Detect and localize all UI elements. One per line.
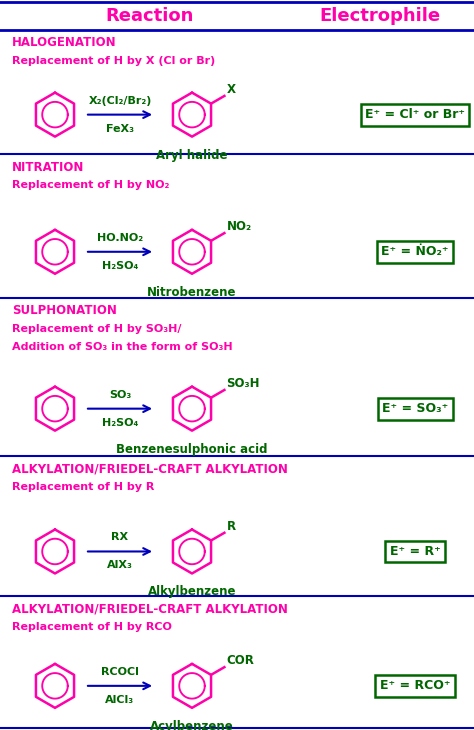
Text: SO₃H: SO₃H xyxy=(227,377,260,390)
Text: HALOGENATION: HALOGENATION xyxy=(12,36,117,50)
Text: Replacement of H by SO₃H/: Replacement of H by SO₃H/ xyxy=(12,323,182,334)
Text: R: R xyxy=(227,520,236,533)
Text: E⁺ = R⁺: E⁺ = R⁺ xyxy=(390,545,440,558)
Text: ALKYLATION/FRIEDEL-CRAFT ALKYLATION: ALKYLATION/FRIEDEL-CRAFT ALKYLATION xyxy=(12,463,288,476)
Text: Acylbenzene: Acylbenzene xyxy=(150,720,234,730)
Text: E⁺ = ṄO₂⁺: E⁺ = ṄO₂⁺ xyxy=(381,245,449,258)
Text: Reaction: Reaction xyxy=(106,7,194,25)
Text: NO₂: NO₂ xyxy=(227,220,252,233)
Text: X₂(Cl₂/Br₂): X₂(Cl₂/Br₂) xyxy=(88,96,152,106)
Text: RX: RX xyxy=(111,532,128,542)
Text: E⁺ = RCO⁺: E⁺ = RCO⁺ xyxy=(380,680,450,692)
Text: FeX₃: FeX₃ xyxy=(106,123,134,134)
Text: Alkylbenzene: Alkylbenzene xyxy=(148,585,236,599)
Text: Addition of SO₃ in the form of SO₃H: Addition of SO₃ in the form of SO₃H xyxy=(12,342,233,352)
Text: SULPHONATION: SULPHONATION xyxy=(12,304,117,317)
Text: COR: COR xyxy=(227,654,254,667)
Text: Replacement of H by X (Cl or Br): Replacement of H by X (Cl or Br) xyxy=(12,56,215,66)
Text: Nitrobenzene: Nitrobenzene xyxy=(147,285,237,299)
Text: E⁺ = SO₃⁺: E⁺ = SO₃⁺ xyxy=(382,402,448,415)
Text: SO₃: SO₃ xyxy=(109,390,131,399)
Text: X: X xyxy=(227,83,236,96)
Text: Electrophile: Electrophile xyxy=(319,7,440,25)
Text: Replacement of H by R: Replacement of H by R xyxy=(12,483,155,492)
Text: Benzenesulphonic acid: Benzenesulphonic acid xyxy=(116,442,268,456)
Text: AlX₃: AlX₃ xyxy=(107,561,133,570)
Text: RCOCl: RCOCl xyxy=(101,666,139,677)
Text: E⁺ = Cl⁺ or Br⁺: E⁺ = Cl⁺ or Br⁺ xyxy=(365,108,465,121)
Text: AlCl₃: AlCl₃ xyxy=(105,695,135,705)
Text: Replacement of H by RCO: Replacement of H by RCO xyxy=(12,622,172,632)
Text: Replacement of H by NO₂: Replacement of H by NO₂ xyxy=(12,180,169,191)
Text: Aryl halide: Aryl halide xyxy=(156,149,228,161)
Text: H₂SO₄: H₂SO₄ xyxy=(102,261,138,271)
Text: HO.NO₂: HO.NO₂ xyxy=(97,233,143,243)
Text: NITRATION: NITRATION xyxy=(12,161,84,174)
Text: ALKYLATION/FRIEDEL-CRAFT ALKYLATION: ALKYLATION/FRIEDEL-CRAFT ALKYLATION xyxy=(12,603,288,616)
Text: H₂SO₄: H₂SO₄ xyxy=(102,418,138,428)
